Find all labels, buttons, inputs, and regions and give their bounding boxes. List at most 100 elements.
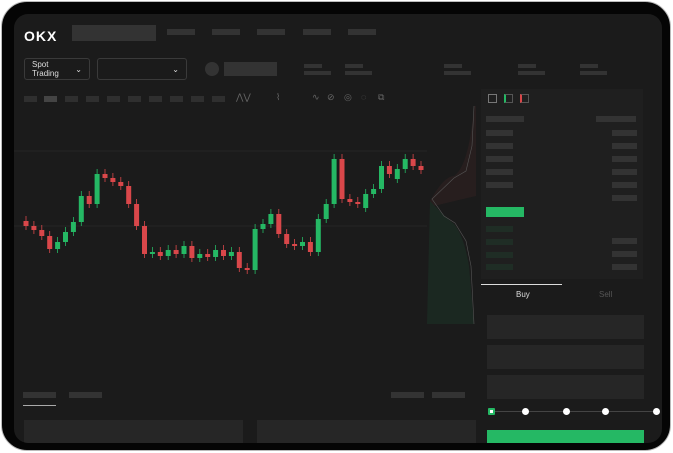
- stat-label: [345, 64, 363, 68]
- stat-label: [444, 64, 462, 68]
- candle: [260, 224, 266, 229]
- nav-item[interactable]: [303, 29, 331, 35]
- tab-sell[interactable]: Sell: [599, 290, 613, 299]
- candle: [47, 236, 53, 249]
- ask-price: [486, 182, 513, 188]
- candle: [347, 199, 353, 202]
- last-price: [486, 207, 524, 217]
- orderbook-both-icon[interactable]: [488, 94, 497, 103]
- candle: [228, 252, 234, 256]
- candle: [70, 222, 76, 232]
- candle: [307, 242, 313, 252]
- interval-button[interactable]: [149, 96, 162, 102]
- candle: [221, 250, 226, 256]
- settings-icon[interactable]: ◌: [361, 92, 367, 102]
- candle: [165, 250, 171, 256]
- pencil-icon[interactable]: ⊘: [327, 92, 335, 102]
- leverage-slider[interactable]: [490, 411, 657, 412]
- expand-icon[interactable]: ⧉: [378, 92, 385, 102]
- pair-select[interactable]: ⌄: [97, 58, 187, 80]
- stat-label: [304, 64, 322, 68]
- bid-price: [486, 264, 513, 270]
- amount-input[interactable]: [487, 345, 644, 369]
- candle: [339, 159, 345, 199]
- total-input[interactable]: [487, 375, 644, 399]
- candle: [134, 204, 140, 226]
- orderbook-asks-icon[interactable]: [520, 94, 529, 103]
- nav-item[interactable]: [212, 29, 240, 35]
- price-input[interactable]: [487, 315, 644, 339]
- candle: [181, 246, 187, 254]
- candle: [86, 196, 92, 204]
- bid-price: [486, 252, 513, 258]
- active-tab-underline: [23, 405, 56, 406]
- candle: [292, 244, 298, 246]
- bid-size: [612, 251, 637, 257]
- interval-button[interactable]: [107, 96, 120, 102]
- candle: [149, 252, 155, 254]
- slider-handle[interactable]: [488, 408, 495, 415]
- tab-orders[interactable]: [23, 392, 56, 398]
- candle: [142, 226, 147, 254]
- orders-panel: [24, 420, 243, 443]
- coin-icon: [205, 62, 219, 76]
- candle: [276, 214, 282, 234]
- interval-button[interactable]: [65, 96, 78, 102]
- candle: [300, 242, 305, 246]
- ask-size: [612, 143, 637, 149]
- trading-mode-label: Spot Trading: [32, 60, 59, 78]
- active-tab-underline: [481, 284, 562, 285]
- slider-step[interactable]: [563, 408, 570, 415]
- candle: [197, 254, 203, 258]
- orderbook-bids-icon[interactable]: [504, 94, 513, 103]
- search-bar[interactable]: [72, 25, 156, 41]
- candle: [323, 204, 329, 219]
- candle: [268, 214, 274, 224]
- candle: [126, 186, 132, 204]
- ask-price: [486, 130, 513, 136]
- trading-mode-select[interactable]: Spot Trading ⌄: [24, 58, 90, 80]
- ask-size: [612, 130, 637, 136]
- candle: [39, 230, 45, 236]
- interval-button[interactable]: [128, 96, 141, 102]
- interval-button[interactable]: [191, 96, 204, 102]
- ask-size: [612, 182, 637, 188]
- tab-history[interactable]: [69, 392, 102, 398]
- app-screen: OKX Spot Trading ⌄ ⌄ ⋀⋁ ⌇ ∿ ⊘ ◎ ◌ ⧉ Buy S…: [14, 14, 662, 443]
- orderbook-header: [486, 116, 524, 122]
- buy-button[interactable]: [487, 430, 644, 443]
- filter-button[interactable]: [391, 392, 424, 398]
- nav-item[interactable]: [348, 29, 376, 35]
- tab-buy[interactable]: Buy: [516, 290, 530, 299]
- slider-step[interactable]: [602, 408, 609, 415]
- line-tool-icon[interactable]: ∿: [312, 92, 320, 102]
- candle: [173, 250, 179, 254]
- candle: [102, 174, 108, 178]
- bid-size: [612, 264, 637, 270]
- interval-button[interactable]: [44, 96, 57, 102]
- slider-step[interactable]: [653, 408, 660, 415]
- interval-button[interactable]: [212, 96, 225, 102]
- indicator-tool-icon[interactable]: ⋀⋁: [236, 92, 251, 102]
- ask-price: [486, 156, 513, 162]
- candle: [244, 268, 250, 270]
- candle: [315, 219, 321, 252]
- stat-value: [518, 71, 545, 75]
- bid-price: [486, 239, 513, 245]
- target-icon[interactable]: ◎: [344, 92, 352, 102]
- interval-button[interactable]: [86, 96, 99, 102]
- nav-item[interactable]: [167, 29, 195, 35]
- candle: [386, 166, 392, 174]
- draw-tool-icon[interactable]: ⌇: [276, 92, 281, 102]
- bid-price: [486, 226, 513, 232]
- candle: [284, 234, 290, 244]
- interval-button[interactable]: [170, 96, 183, 102]
- interval-button[interactable]: [24, 96, 37, 102]
- filter-button[interactable]: [432, 392, 465, 398]
- depth-line: [431, 106, 475, 325]
- candle: [118, 182, 124, 186]
- orderbook-header: [596, 116, 636, 122]
- slider-step[interactable]: [522, 408, 529, 415]
- candlestick-chart[interactable]: [14, 106, 479, 331]
- nav-item[interactable]: [257, 29, 285, 35]
